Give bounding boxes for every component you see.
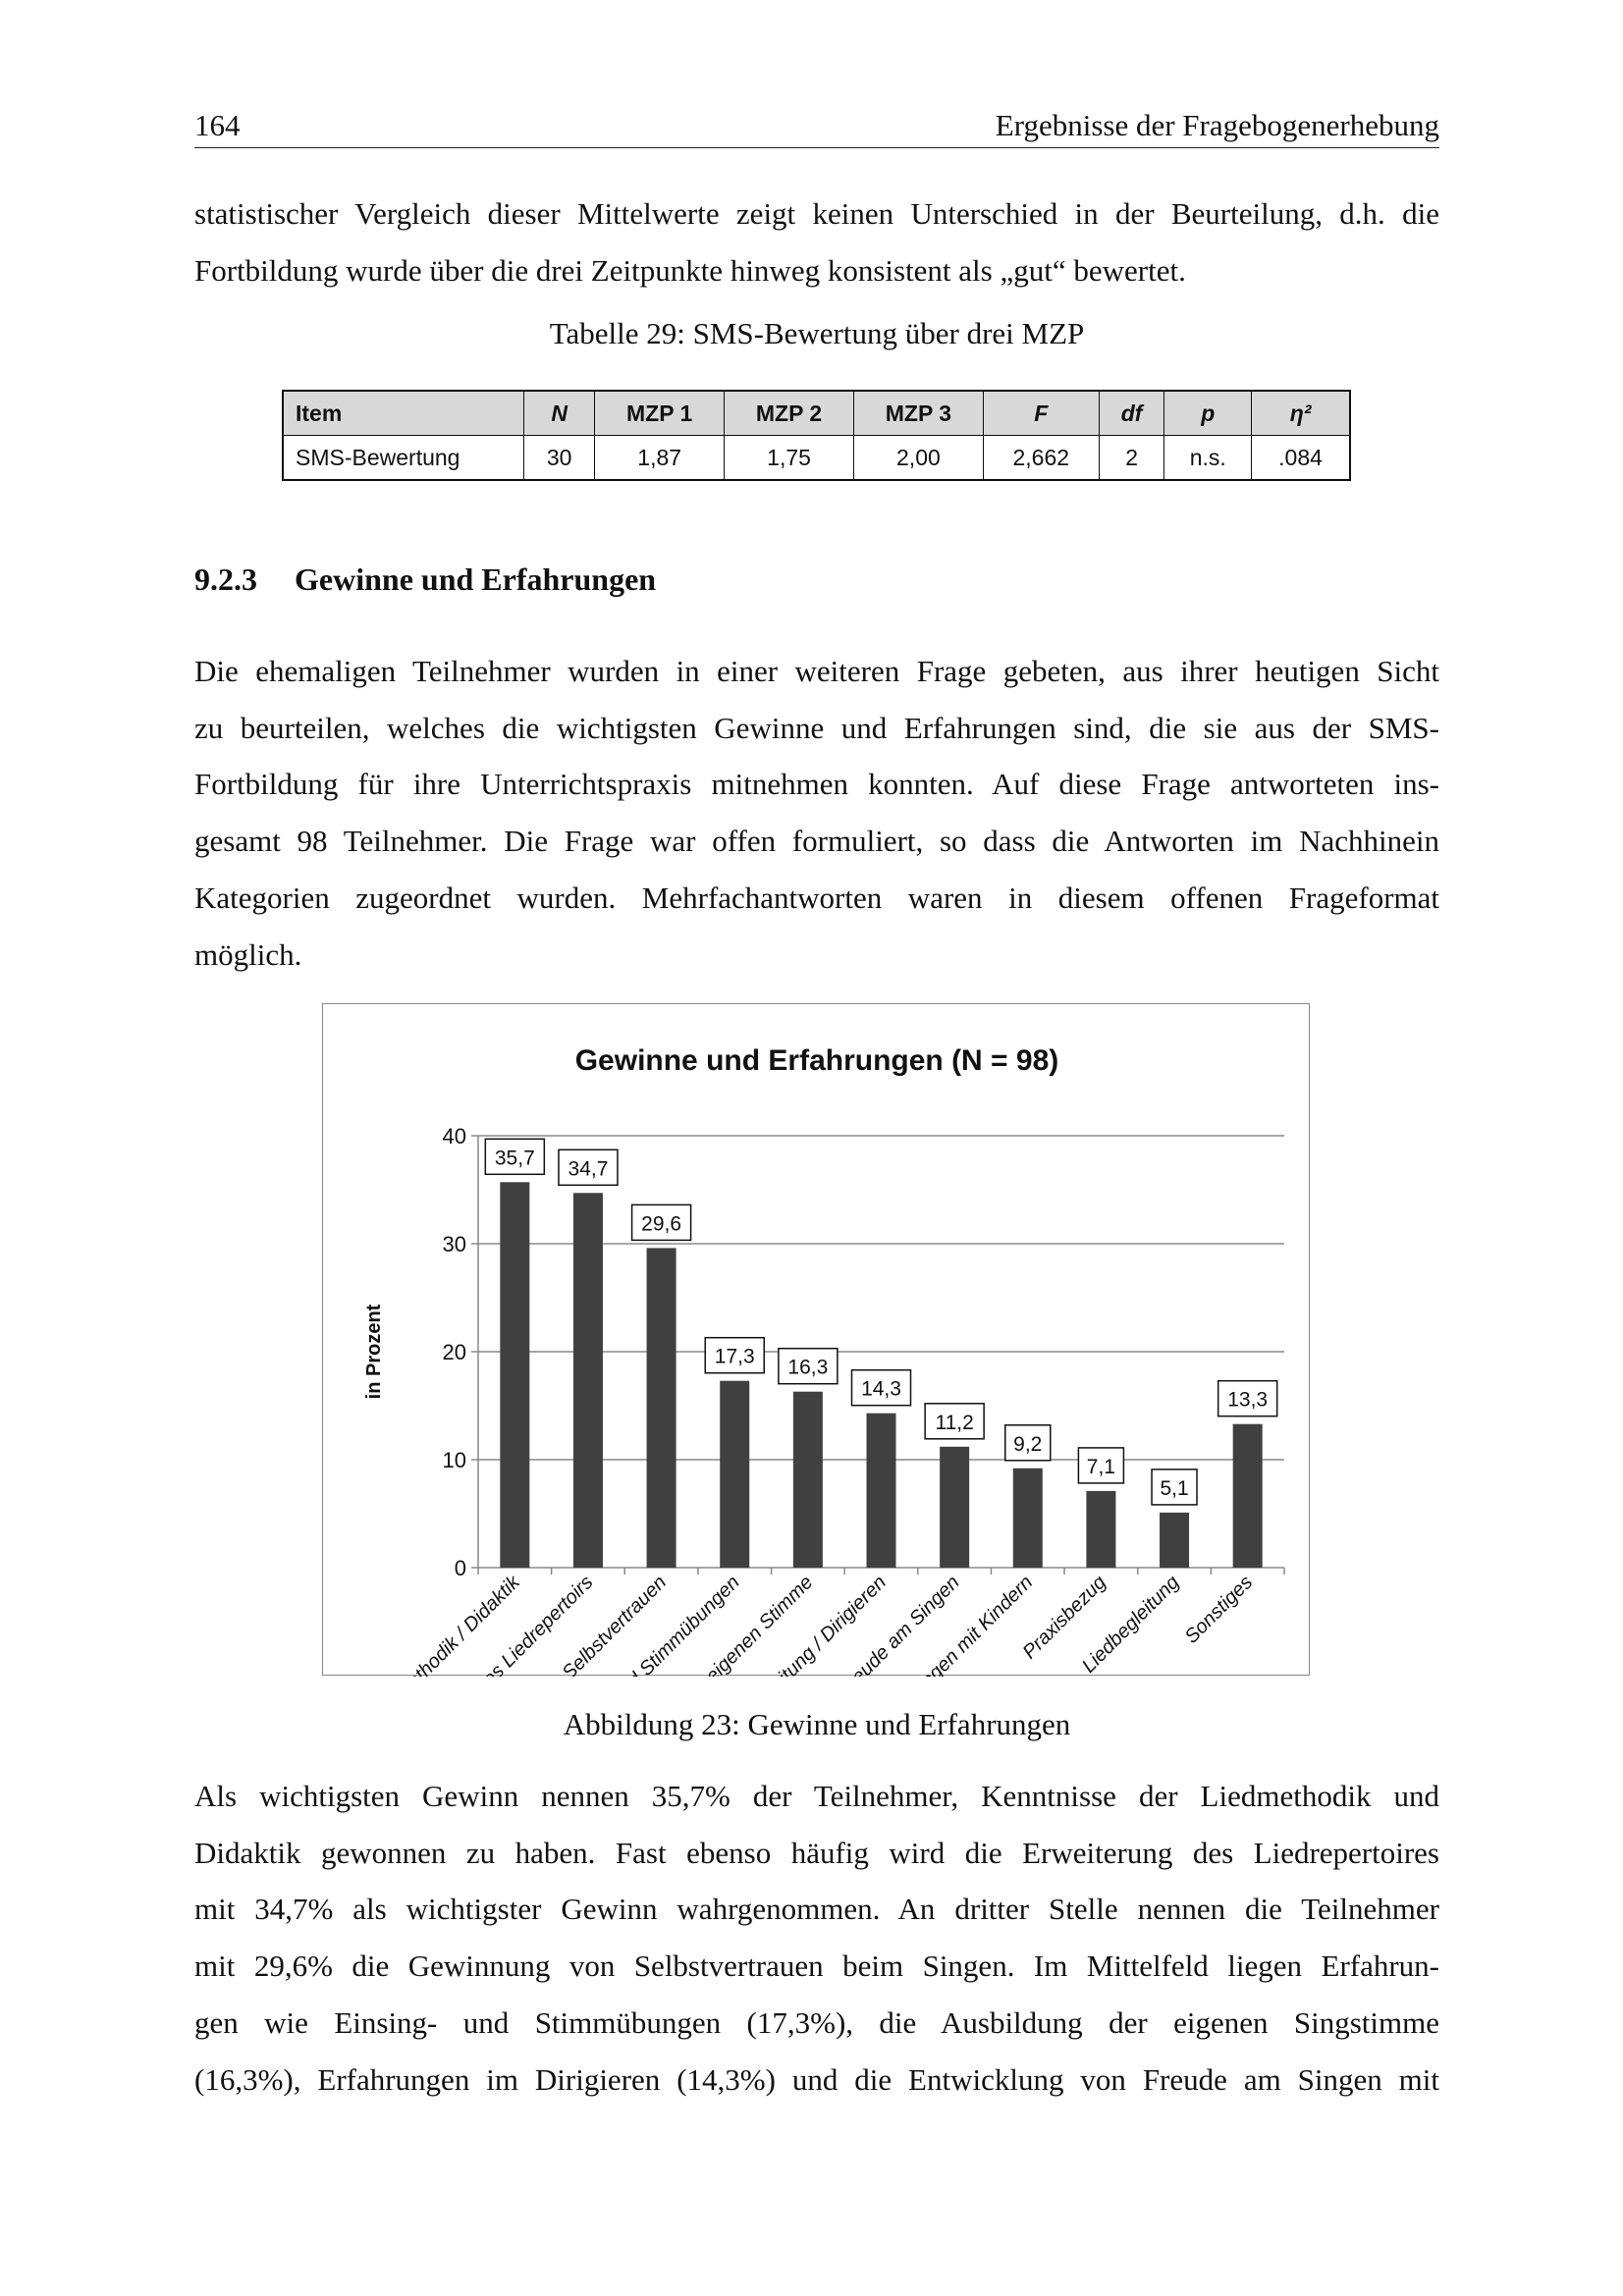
running-title: Ergebnisse der Fragebogenerhebung — [995, 108, 1439, 142]
y-tick-label: 30 — [443, 1232, 466, 1256]
section-heading: 9.2.3 Gewinne und Erfahrungen — [194, 561, 656, 598]
y-tick-label: 40 — [443, 1124, 466, 1148]
text-line: gen wie Einsing- und Stimmübungen (17,3%… — [194, 2004, 1439, 2040]
cell: 2 — [1098, 435, 1165, 481]
text-line: mit 29,6% die Gewinnung von Selbstvertra… — [194, 1949, 1439, 1984]
data-label: 34,7 — [568, 1157, 609, 1180]
page-number: 164 — [194, 108, 241, 142]
text-line: Fortbildung wurde über die drei Zeitpunk… — [194, 252, 1186, 288]
cell: 30 — [522, 435, 596, 481]
data-label-box — [1217, 1379, 1278, 1417]
table-row: SMS-Bewertung 30 1,87 1,75 2,00 2,662 2 … — [282, 435, 1351, 481]
data-label: 9,2 — [1013, 1433, 1042, 1456]
data-label-box — [924, 1403, 985, 1440]
text-line: Die ehemaligen Teilnehmer wurden in eine… — [194, 654, 1439, 688]
text-line: (16,3%), Erfahrungen im Dirigieren (14,3… — [194, 2061, 1439, 2097]
data-label: 13,3 — [1227, 1389, 1268, 1412]
header-rule — [194, 147, 1439, 148]
col-header: p — [1163, 390, 1253, 436]
y-tick-label: 10 — [443, 1448, 466, 1472]
chart-title: Gewinne und Erfahrungen (N = 98) — [575, 1044, 1059, 1077]
data-label: 7,1 — [1087, 1456, 1115, 1478]
bar — [940, 1446, 970, 1568]
results-table: Item N MZP 1 MZP 2 MZP 3 F df p η² SMS-B… — [282, 390, 1351, 481]
col-header: F — [982, 390, 1100, 436]
data-label-box — [558, 1148, 619, 1187]
bar — [866, 1413, 896, 1568]
col-header: MZP 3 — [852, 390, 984, 436]
bar — [720, 1380, 750, 1568]
cell: 1,87 — [594, 435, 726, 481]
y-tick-label: 0 — [455, 1556, 466, 1580]
bar — [646, 1248, 676, 1568]
y-axis-label: in Prozent — [363, 1304, 385, 1399]
text-line: zu beurteilen, welches die wichtigsten G… — [194, 710, 1439, 745]
section-number: 9.2.3 — [194, 561, 257, 597]
col-header: η² — [1251, 390, 1351, 436]
data-label-box — [630, 1203, 692, 1242]
col-header: MZP 2 — [724, 390, 854, 436]
data-label: 35,7 — [495, 1147, 535, 1169]
bar — [1232, 1423, 1263, 1568]
data-label-box — [1077, 1447, 1125, 1484]
col-header: MZP 1 — [594, 390, 726, 436]
x-tick-label: Sonstiges — [1181, 1572, 1258, 1648]
text-line: Fortbildung für ihre Unterrichtspraxis m… — [194, 767, 1439, 802]
bar — [792, 1391, 823, 1568]
text-line: Als wichtigsten Gewinn nennen 35,7% der … — [194, 1779, 1439, 1813]
bar-chart: Gewinne und Erfahrungen (N = 98) 0 10 20 30 4… — [363, 1044, 1285, 1785]
cell: n.s. — [1163, 435, 1253, 481]
data-label-box — [1151, 1468, 1198, 1506]
data-label: 14,3 — [861, 1378, 901, 1401]
table-caption: Tabelle 29: SMS-Bewertung über drei MZP — [549, 316, 1085, 350]
bar — [1012, 1468, 1043, 1568]
data-label-box — [850, 1368, 912, 1407]
text-line: gesamt 98 Teilnehmer. Die Frage war offe… — [194, 824, 1439, 859]
col-header: Item — [282, 390, 524, 436]
col-header: df — [1098, 390, 1165, 436]
data-label: 17,3 — [715, 1346, 755, 1368]
cell: 2,662 — [982, 435, 1100, 481]
figure-caption: Abbildung 23: Gewinne und Erfahrungen — [563, 1707, 1071, 1741]
data-label-box — [484, 1138, 546, 1176]
data-label: 5,1 — [1160, 1477, 1188, 1500]
text-line: möglich. — [194, 936, 302, 972]
bar — [1086, 1490, 1116, 1568]
table-header-row: Item N MZP 1 MZP 2 MZP 3 F df p η² — [282, 390, 1351, 436]
chart-frame: Gewinne und Erfahrungen (N = 98) 0 10 20 30 4… — [322, 1003, 1310, 1785]
data-label: 29,6 — [641, 1212, 681, 1235]
cell: SMS-Bewertung — [282, 435, 524, 481]
text-line: Kategorien zugeordnet wurden. Mehrfachan… — [194, 880, 1439, 915]
text-line: mit 34,7% als wichtigster Gewinn wahrgen… — [194, 1892, 1439, 1927]
data-label-box — [704, 1336, 765, 1374]
data-label: 11,2 — [935, 1412, 973, 1434]
cell: 2,00 — [852, 435, 984, 481]
text-line: statistischer Vergleich dieser Mittelwer… — [194, 196, 1439, 231]
bar — [572, 1193, 603, 1568]
cell: 1,75 — [724, 435, 854, 481]
bar — [1160, 1512, 1190, 1568]
x-tick-label: Wissen zum Singen mit Kindern — [825, 1572, 1037, 1677]
data-label: 16,3 — [787, 1357, 828, 1379]
bar — [500, 1182, 530, 1568]
section-title: Gewinne und Erfahrungen — [295, 561, 657, 597]
data-label-box — [1004, 1424, 1052, 1462]
text-line: Didaktik gewonnen zu haben. Fast ebenso … — [194, 1835, 1439, 1870]
col-header: N — [522, 390, 596, 436]
y-tick-label: 20 — [443, 1340, 466, 1364]
cell: .084 — [1251, 435, 1351, 481]
data-label-box — [778, 1347, 839, 1385]
